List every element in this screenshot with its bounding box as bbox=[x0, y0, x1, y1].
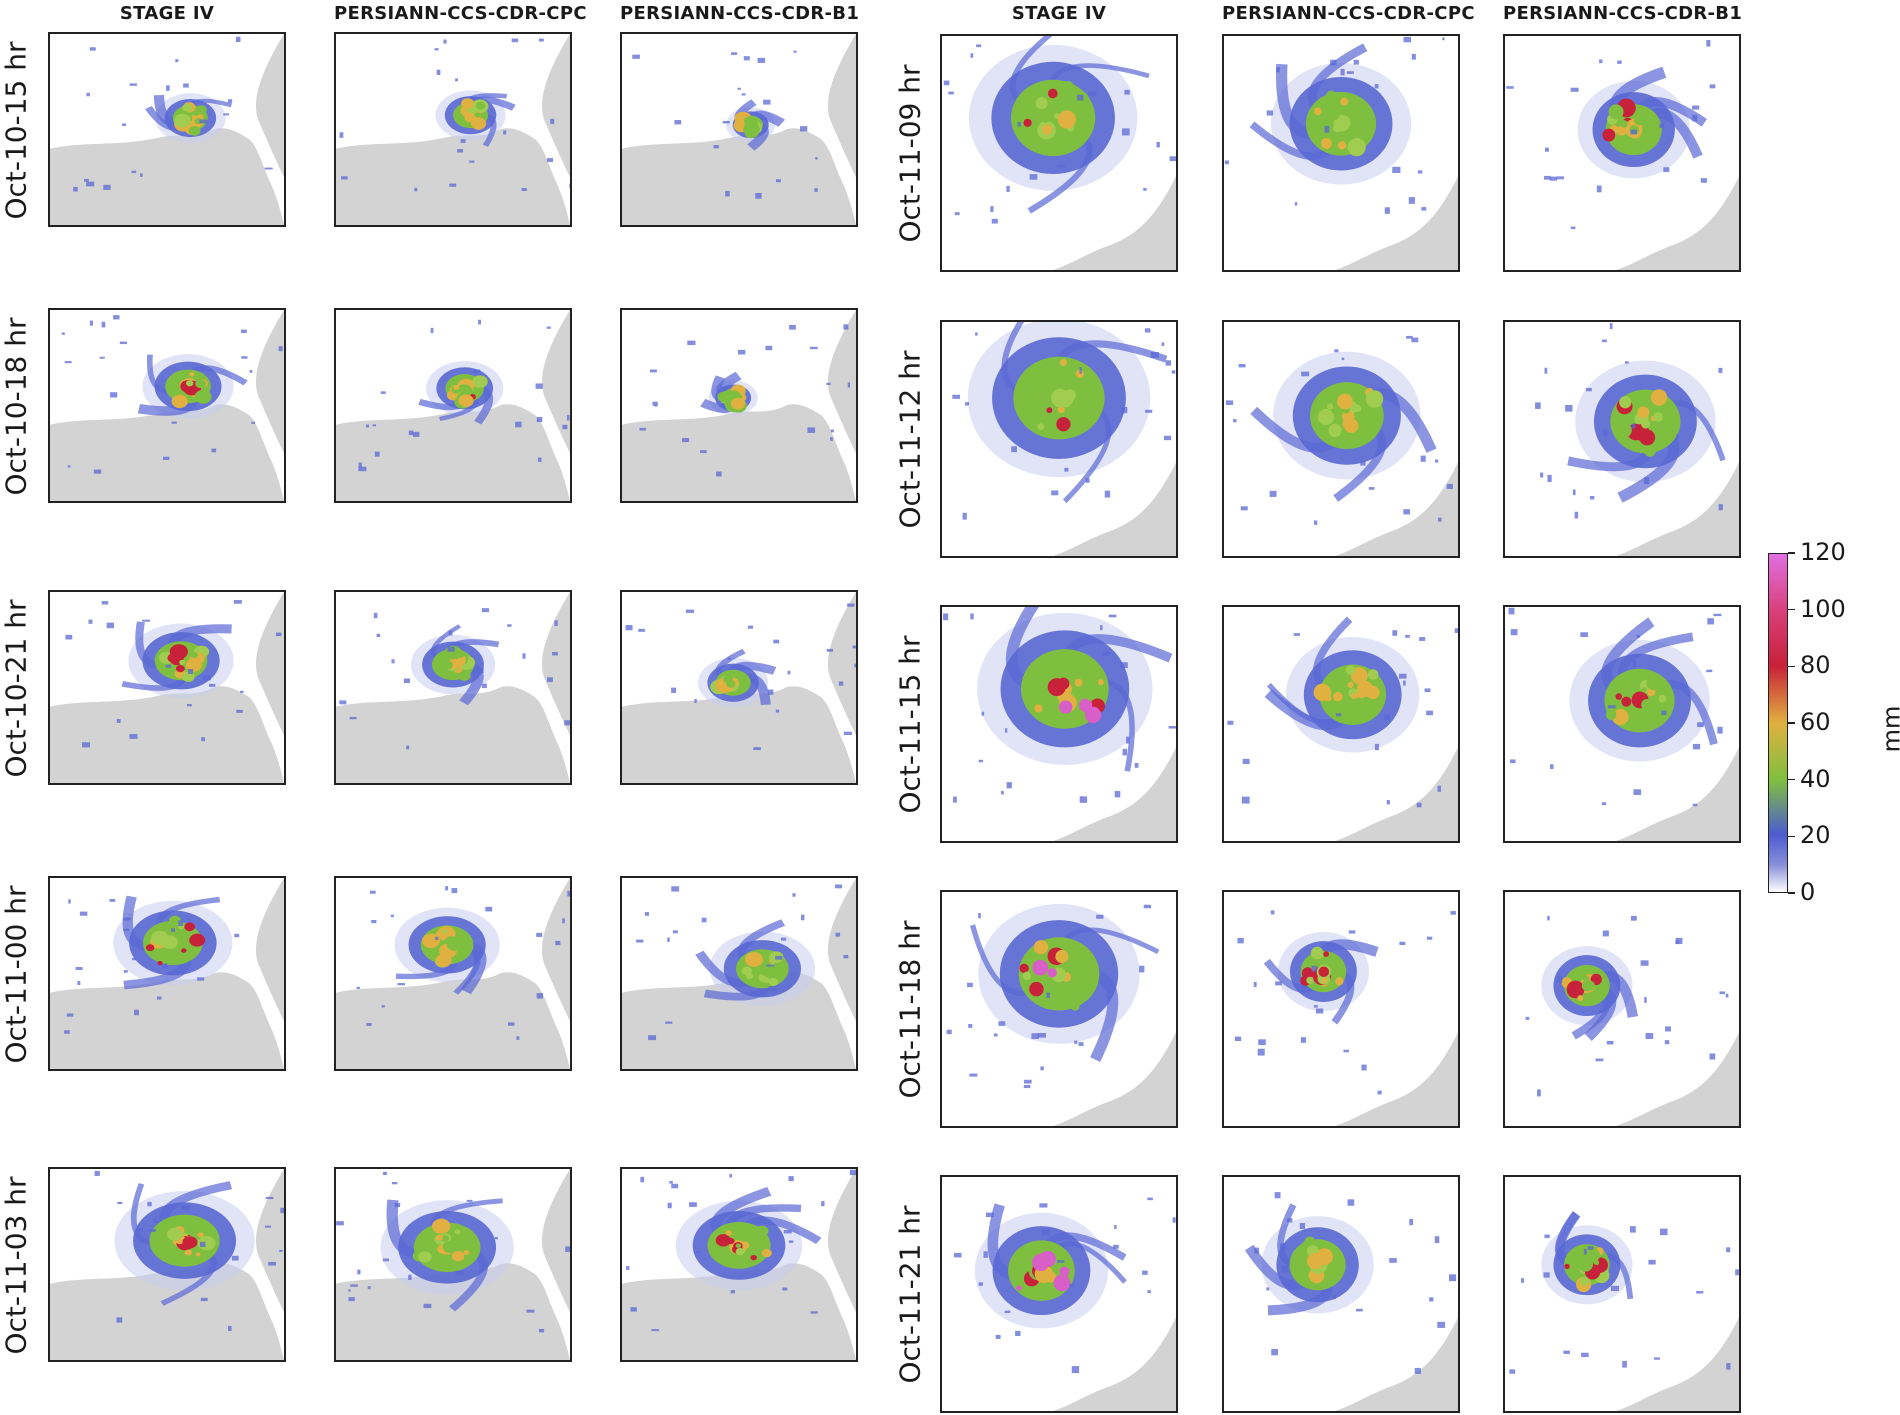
map-panel bbox=[940, 890, 1178, 1128]
map-panel bbox=[1222, 320, 1460, 558]
map-panel bbox=[620, 1167, 858, 1362]
column-title: PERSIANN-CCS-CDR-B1 bbox=[620, 3, 860, 24]
column-title: PERSIANN-CCS-CDR-CPC bbox=[334, 3, 587, 24]
precipitation-map bbox=[622, 34, 856, 225]
row-label: Oct-10-18 hr bbox=[0, 316, 33, 496]
map-panel bbox=[1503, 1175, 1741, 1413]
colorbar-tick-label: 120 bbox=[1800, 538, 1846, 566]
precipitation-map bbox=[1227, 616, 1458, 841]
map-panel bbox=[1503, 320, 1741, 558]
row-label: Oct-11-03 hr bbox=[0, 1175, 33, 1355]
precipitation-map bbox=[1244, 1192, 1458, 1411]
map-panel bbox=[48, 876, 286, 1071]
precipitation-map bbox=[336, 34, 570, 225]
colorbar-tick-mark bbox=[1788, 722, 1795, 724]
precipitation-map bbox=[622, 1169, 856, 1360]
precipitation-map bbox=[50, 34, 284, 225]
precipitation-map bbox=[622, 878, 856, 1069]
map-panel bbox=[48, 32, 286, 227]
precipitation-map bbox=[952, 322, 1176, 556]
precipitation-map bbox=[50, 310, 284, 501]
map-panel bbox=[620, 32, 858, 227]
map-panel bbox=[334, 876, 572, 1071]
map-panel bbox=[1222, 890, 1460, 1128]
precipitation-map bbox=[336, 310, 570, 501]
map-panel bbox=[1503, 890, 1741, 1128]
map-panel bbox=[940, 605, 1178, 843]
map-panel bbox=[1503, 34, 1741, 272]
map-panel bbox=[620, 590, 858, 785]
precipitation-map bbox=[336, 592, 570, 783]
row-label: Oct-11-00 hr bbox=[0, 884, 33, 1064]
precipitation-map bbox=[946, 903, 1176, 1126]
map-panel bbox=[334, 590, 572, 785]
colorbar-tick-mark bbox=[1788, 835, 1795, 838]
map-panel bbox=[940, 34, 1178, 272]
map-panel bbox=[48, 590, 286, 785]
colorbar-tick-label: 0 bbox=[1800, 878, 1816, 906]
precipitation-map bbox=[50, 878, 284, 1069]
precipitation-map bbox=[954, 1197, 1176, 1411]
colorbar-tick-label: 100 bbox=[1800, 594, 1846, 623]
precipitation-map bbox=[336, 1169, 570, 1360]
map-panel bbox=[48, 1167, 286, 1362]
colorbar-tick-label: 40 bbox=[1800, 764, 1831, 793]
colorbar-tick-label: 20 bbox=[1800, 821, 1831, 850]
precipitation-map bbox=[1535, 323, 1739, 556]
map-panel bbox=[1222, 1175, 1460, 1413]
column-title: STAGE IV bbox=[119, 3, 215, 24]
precipitation-map bbox=[622, 592, 856, 783]
precipitation-map bbox=[622, 310, 856, 501]
colorbar-tick-mark bbox=[1788, 892, 1795, 894]
map-panel bbox=[334, 32, 572, 227]
precipitation-map bbox=[1508, 607, 1739, 841]
precipitation-map bbox=[943, 36, 1176, 270]
precipitation-map bbox=[50, 1169, 284, 1360]
precipitation-map bbox=[943, 607, 1176, 841]
precipitation-map bbox=[1224, 36, 1458, 270]
column-title: PERSIANN-CCS-CDR-CPC bbox=[1222, 3, 1475, 24]
precipitation-map bbox=[336, 878, 570, 1069]
map-panel bbox=[48, 308, 286, 503]
map-panel bbox=[334, 1167, 572, 1362]
map-panel bbox=[620, 308, 858, 503]
row-label: Oct-11-09 hr bbox=[893, 64, 927, 243]
row-label: Oct-11-18 hr bbox=[893, 920, 927, 1099]
map-panel bbox=[1222, 605, 1460, 843]
colorbar bbox=[1768, 553, 1788, 893]
precipitation-map bbox=[1506, 39, 1739, 270]
precipitation-map bbox=[1509, 1210, 1739, 1411]
precipitation-map bbox=[1225, 335, 1458, 556]
colorbar-tick-mark bbox=[1788, 608, 1795, 611]
row-label: Oct-10-15 hr bbox=[0, 40, 33, 220]
precipitation-map bbox=[1525, 915, 1739, 1126]
colorbar-tick-mark bbox=[1788, 552, 1795, 554]
colorbar-tick-label: 80 bbox=[1800, 651, 1831, 680]
colorbar-label: mm bbox=[1877, 705, 1900, 753]
map-panel bbox=[334, 308, 572, 503]
map-panel bbox=[1503, 605, 1741, 843]
row-label: Oct-10-21 hr bbox=[0, 598, 33, 778]
row-label: Oct-11-12 hr bbox=[893, 350, 927, 529]
row-label: Oct-11-21 hr bbox=[893, 1205, 927, 1384]
column-title: STAGE IV bbox=[1011, 3, 1107, 24]
column-title: PERSIANN-CCS-CDR-B1 bbox=[1503, 3, 1743, 24]
colorbar-gradient bbox=[1769, 554, 1787, 892]
colorbar-tick-mark bbox=[1788, 778, 1795, 781]
colorbar-tick-mark bbox=[1788, 665, 1795, 668]
row-label: Oct-11-15 hr bbox=[893, 635, 927, 814]
colorbar-tick-label: 60 bbox=[1800, 708, 1831, 736]
map-panel bbox=[940, 320, 1178, 558]
map-panel bbox=[940, 1175, 1178, 1413]
precipitation-map bbox=[50, 592, 284, 783]
map-panel bbox=[1222, 34, 1460, 272]
precipitation-map bbox=[1234, 910, 1458, 1126]
map-panel bbox=[620, 876, 858, 1071]
